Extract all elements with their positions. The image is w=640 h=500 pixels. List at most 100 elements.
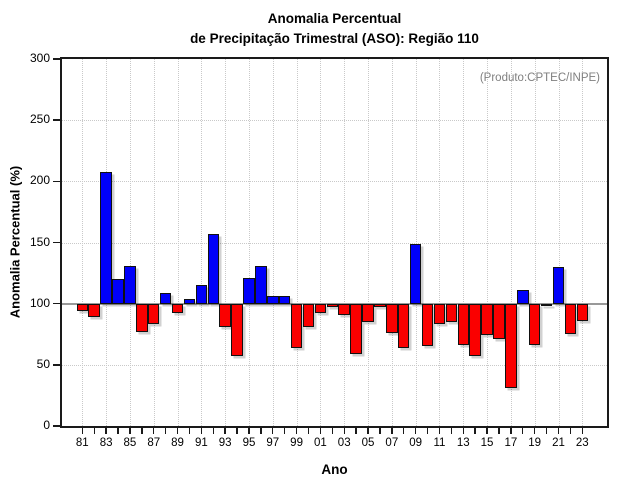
x-tick	[295, 428, 298, 434]
x-tick	[438, 428, 441, 434]
bar-06	[374, 303, 386, 308]
x-tick	[450, 428, 453, 434]
bar-87	[147, 303, 160, 325]
bar-20	[540, 303, 553, 307]
bar-98	[278, 296, 291, 304]
x-tick-label: 21	[552, 437, 565, 449]
v-gridline	[82, 59, 84, 426]
v-gridline	[415, 59, 417, 426]
x-tick	[260, 428, 262, 434]
bar-00	[302, 303, 315, 327]
x-tick	[188, 428, 191, 434]
bar-90	[183, 298, 196, 304]
x-tick-label: 13	[456, 437, 470, 449]
x-tick	[176, 428, 179, 434]
v-gridline	[368, 59, 370, 426]
chart-title-line2: de Precipitação Trimestral (ASO): Região…	[190, 31, 479, 46]
bar-05	[362, 303, 374, 322]
x-tick-label: 01	[313, 437, 327, 449]
x-tick-label: 23	[575, 437, 589, 449]
bar-93	[219, 303, 231, 327]
x-tick-label: 05	[361, 437, 375, 449]
bar-81	[76, 303, 89, 311]
x-tick	[522, 428, 524, 434]
x-tick-label: 17	[504, 437, 518, 449]
x-tick	[81, 428, 83, 434]
x-tick	[272, 428, 274, 434]
x-tick-label: 11	[433, 437, 446, 449]
x-tick	[533, 428, 536, 434]
x-tick	[343, 428, 345, 434]
bar-85	[124, 265, 136, 304]
bar-11	[433, 303, 446, 325]
x-tick-label: 81	[75, 437, 89, 449]
bar-89	[171, 303, 184, 314]
bar-03	[338, 303, 350, 315]
y-tick-label: 0	[43, 418, 50, 432]
v-gridline	[201, 59, 203, 426]
y-tick-label: 250	[29, 112, 50, 127]
x-tick	[283, 428, 286, 434]
v-gridline	[463, 59, 465, 426]
x-tick	[545, 428, 548, 434]
x-tick-label: 95	[242, 437, 256, 449]
y-tick	[53, 364, 62, 366]
v-gridline	[534, 59, 536, 426]
v-gridline	[272, 59, 274, 426]
x-tick	[129, 428, 131, 434]
bar-02	[326, 303, 339, 308]
x-tick	[462, 428, 464, 434]
x-tick	[426, 428, 429, 434]
x-tick	[403, 428, 405, 434]
v-gridline	[439, 59, 441, 426]
v-gridline	[510, 59, 512, 426]
x-tick	[319, 428, 322, 434]
v-gridline	[296, 59, 298, 426]
bar-04	[350, 303, 362, 354]
x-tick-label: 15	[480, 437, 494, 449]
x-tick	[391, 428, 393, 434]
h-gridline	[62, 120, 607, 122]
bar-10	[421, 303, 434, 347]
x-tick-label: 93	[218, 437, 232, 449]
v-gridline	[248, 59, 250, 426]
product-annotation: (Produto:CPTEC/INPE)	[479, 72, 600, 84]
bar-21	[552, 266, 565, 304]
bar-92	[207, 233, 219, 304]
x-tick	[498, 428, 500, 434]
bar-12	[445, 303, 458, 322]
x-tick	[153, 428, 155, 434]
x-tick	[236, 428, 238, 434]
bar-18	[517, 290, 529, 304]
h-gridline	[62, 181, 607, 183]
v-gridline	[558, 59, 560, 426]
x-tick	[474, 428, 476, 434]
x-tick-label: 97	[266, 437, 280, 449]
x-tick-label: 89	[171, 437, 184, 449]
bar-01	[314, 303, 327, 314]
y-tick	[53, 58, 62, 60]
y-tick	[53, 119, 62, 121]
v-gridline	[320, 59, 322, 426]
bar-13	[457, 303, 469, 346]
bar-23	[576, 303, 589, 321]
x-tick	[224, 428, 226, 434]
bar-14	[469, 303, 481, 357]
v-gridline	[487, 59, 489, 426]
bar-94	[231, 303, 243, 357]
x-tick	[200, 428, 203, 434]
bar-84	[112, 279, 124, 304]
bar-17	[505, 303, 517, 389]
v-gridline	[391, 59, 393, 426]
bar-88	[159, 292, 172, 304]
x-tick	[367, 428, 369, 434]
y-tick-label: 150	[29, 234, 50, 249]
y-tick	[53, 425, 62, 427]
x-tick-label: 19	[528, 437, 542, 449]
x-tick-label: 91	[194, 437, 208, 449]
bar-86	[136, 303, 148, 332]
y-tick	[53, 302, 62, 305]
v-gridline	[225, 59, 227, 426]
x-tick	[141, 428, 143, 434]
x-tick	[307, 428, 310, 434]
